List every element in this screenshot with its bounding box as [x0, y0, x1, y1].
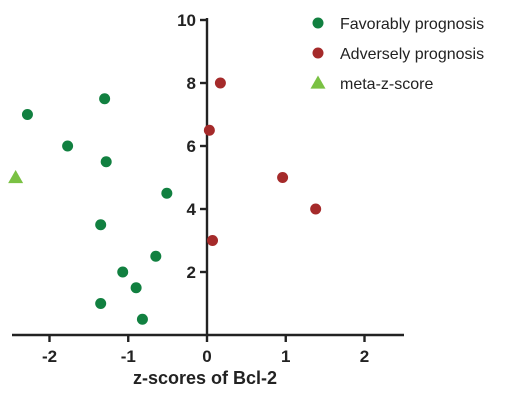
scatter-point — [310, 203, 322, 215]
scatter-point — [100, 156, 112, 168]
y-tick-label: 10 — [177, 11, 196, 30]
series-1 — [203, 77, 322, 246]
scatter-point — [117, 266, 129, 278]
scatter-point — [277, 172, 289, 183]
y-tick-label: 8 — [187, 74, 196, 93]
scatter-point — [95, 298, 107, 309]
scatter-point — [150, 250, 162, 262]
series-0 — [21, 93, 173, 325]
scatter-point — [207, 235, 219, 246]
legend-marker — [312, 47, 324, 59]
y-tick-label: 4 — [187, 200, 197, 219]
scatter-point — [161, 187, 173, 199]
axes-layer: -2 -1 0 1 2 2 4 6 8 10 z-scores of Bcl-2 — [12, 11, 404, 388]
legend-triangle-marker — [310, 75, 326, 89]
scatter-point — [203, 124, 215, 136]
legend-label: Favorably prognosis — [340, 16, 484, 33]
scatter-point — [95, 219, 107, 231]
scatter-point — [99, 93, 111, 105]
legend-marker — [312, 17, 324, 29]
x-tick-label: 0 — [202, 347, 211, 366]
x-tick-label: -2 — [42, 347, 57, 366]
x-tick-label: -1 — [121, 347, 136, 366]
x-axis-title: z-scores of Bcl-2 — [133, 368, 277, 388]
triangle-point — [8, 170, 24, 184]
y-tick-label: 2 — [187, 263, 196, 282]
legend-entry: Adversely prognosis — [312, 46, 484, 63]
x-tick-label: 2 — [360, 347, 369, 366]
scatter-point — [214, 77, 226, 89]
legend-label: meta-z-score — [340, 76, 433, 93]
scatter-point — [62, 140, 74, 152]
scatter-point — [130, 282, 142, 294]
y-tick-label: 6 — [187, 137, 196, 156]
legend: Favorably prognosis Adversely prognosis me… — [310, 16, 484, 93]
series-2 — [8, 170, 24, 184]
legend-entry: meta-z-score — [310, 75, 433, 93]
scatter-point — [21, 109, 33, 120]
marks-layer — [8, 77, 322, 325]
legend-entry: Favorably prognosis — [312, 16, 484, 33]
x-tick-label: 1 — [281, 347, 290, 366]
legend-label: Adversely prognosis — [340, 46, 484, 63]
scatter-point — [136, 313, 148, 325]
